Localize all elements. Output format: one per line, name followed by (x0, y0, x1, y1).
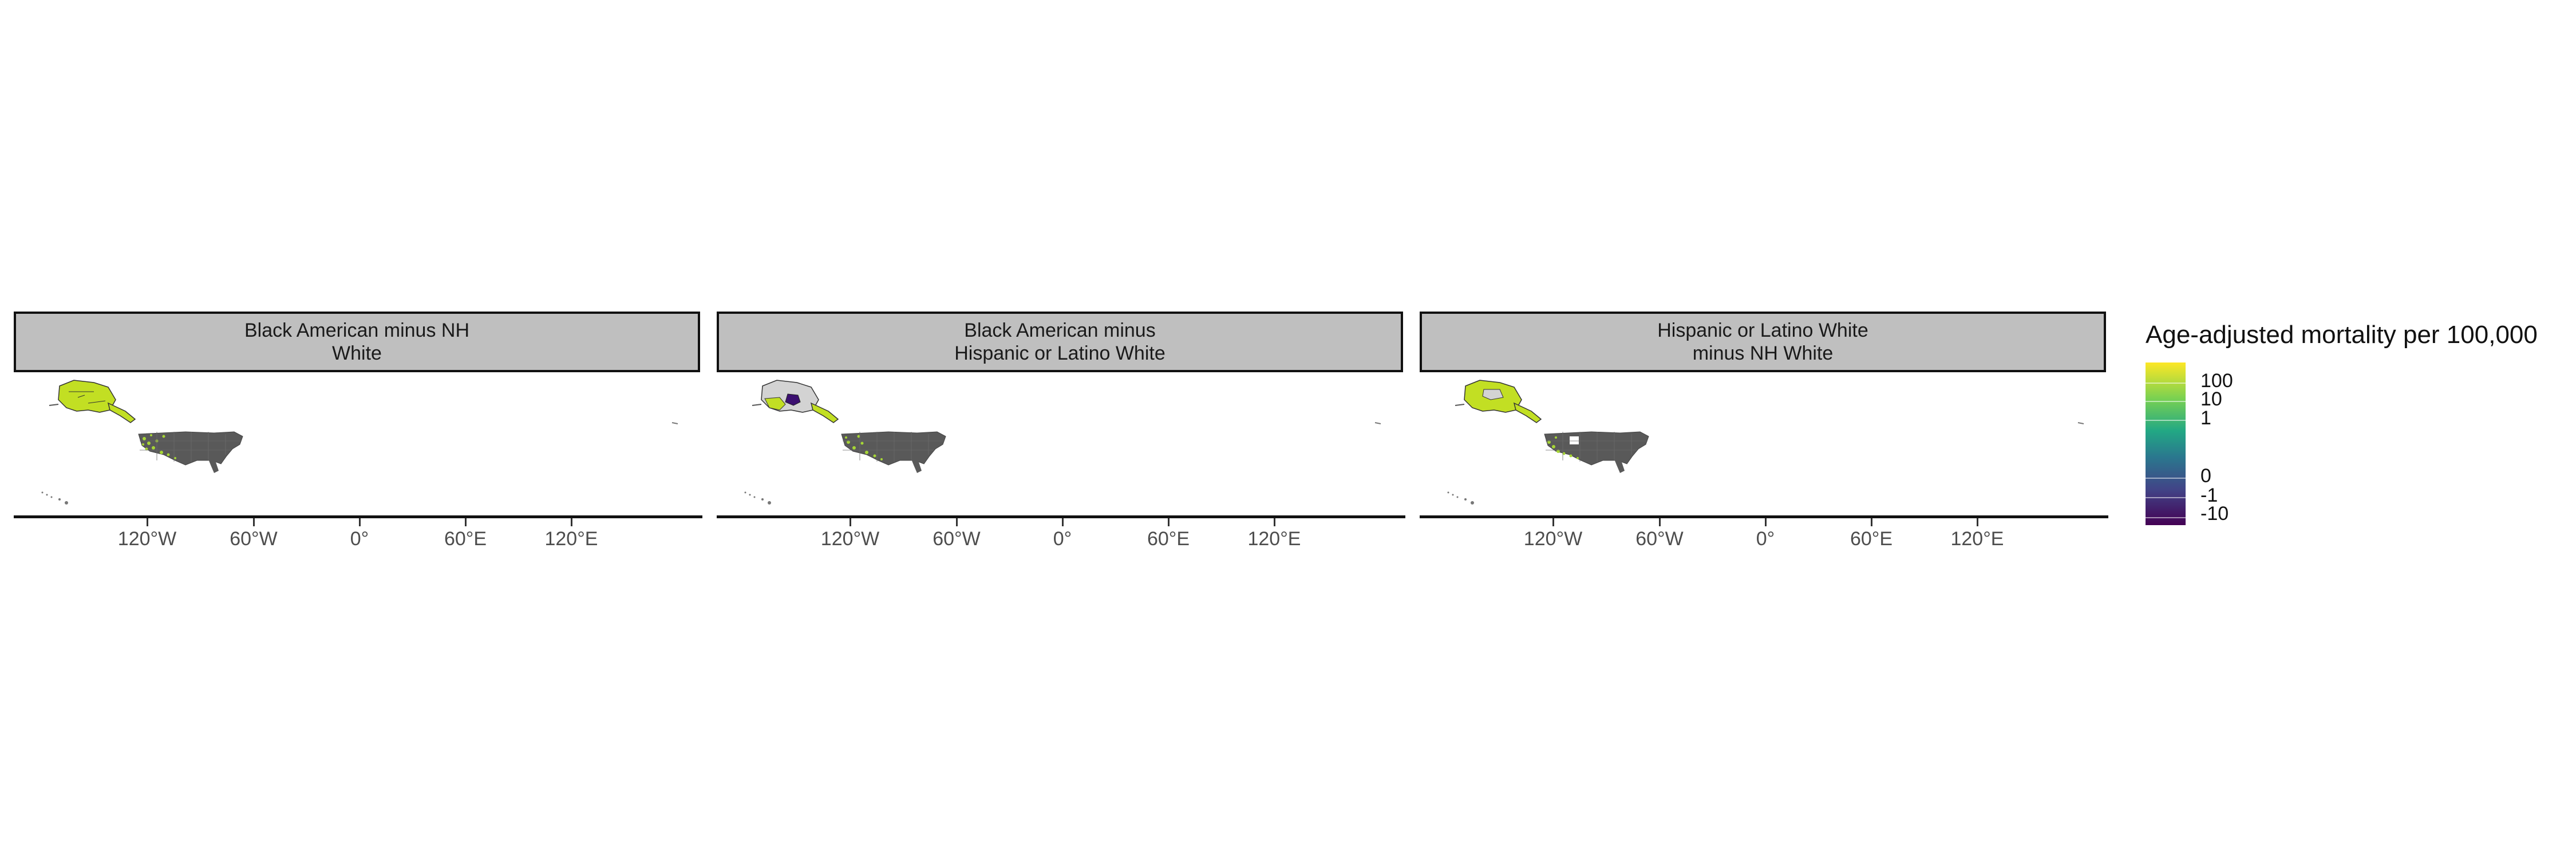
positive-counties (142, 434, 176, 459)
contiguous-us-region (1544, 431, 1649, 473)
facet-title-line2: minus NH White (1692, 342, 1834, 364)
hawaii-region (744, 491, 771, 505)
legend-tick (2146, 517, 2186, 518)
florida-shape (911, 459, 922, 473)
contiguous-us-shape (138, 431, 243, 466)
alaska-region (752, 380, 839, 423)
county-grid (1546, 432, 1647, 462)
x-tick (1871, 518, 1872, 526)
alaska-region (49, 380, 136, 423)
x-tick-label: 120°W (117, 528, 177, 550)
map-plot-3 (1447, 380, 2084, 505)
x-tick-label: 0° (1756, 528, 1775, 550)
hawaii-region (41, 491, 68, 505)
facet-title-line2: White (332, 342, 382, 364)
east-edge-islands (671, 422, 678, 424)
x-tick (1168, 518, 1170, 526)
x-tick (850, 518, 851, 526)
legend-colorbar (2146, 362, 2186, 525)
alaska-positive-area (764, 397, 786, 411)
facet-title-line1: Black American minus (964, 320, 1156, 341)
x-tick (1062, 518, 1064, 526)
x-axis-line (717, 515, 1405, 518)
legend-label: -10 (2200, 503, 2229, 525)
legend-tick (2146, 420, 2186, 421)
x-axis-line (1420, 515, 2108, 518)
facet-title-line1: Black American minus NH (244, 320, 469, 341)
alaska-panhandle (107, 402, 136, 423)
x-tick-label: 60°W (1635, 528, 1684, 550)
x-tick-label: 60°W (230, 528, 278, 550)
facet-panel-1: Black American minus NH White (14, 312, 702, 550)
x-tick-label: 120°W (820, 528, 880, 550)
map-plot-2 (744, 380, 1381, 505)
legend-label: -1 (2200, 484, 2218, 506)
alaska-shape (58, 380, 116, 413)
facet-strip-1: Black American minus NH White (14, 312, 700, 372)
x-tick-label: 60°E (1147, 528, 1190, 550)
aleutian-islands (1455, 404, 1465, 406)
x-tick-label: 60°W (933, 528, 981, 550)
x-tick-label: 120°E (544, 528, 598, 550)
legend-label: 1 (2200, 407, 2211, 429)
facet-title-line1: Hispanic or Latino White (1657, 320, 1868, 341)
alaska-no-data-area (1482, 389, 1504, 400)
alaska-region (1455, 380, 1542, 423)
x-tick (1765, 518, 1767, 526)
legend-tick (2146, 478, 2186, 479)
x-axis-line (14, 515, 702, 518)
x-tick-label: 60°E (444, 528, 487, 550)
legend-tick (2146, 401, 2186, 402)
contiguous-us-region (841, 431, 946, 473)
east-edge-islands (1374, 422, 1381, 424)
contiguous-us-region (138, 431, 243, 473)
alaska-panhandle (810, 402, 839, 423)
positive-counties (1547, 436, 1579, 459)
facet-strip-3: Hispanic or Latino White minus NH White (1420, 312, 2106, 372)
x-tick (1977, 518, 1978, 526)
facet-panel-2: Black American minus Hispanic or Latino … (717, 312, 1405, 550)
x-tick-label: 0° (1053, 528, 1072, 550)
x-tick-label: 120°W (1523, 528, 1583, 550)
florida-shape (208, 459, 219, 473)
aleutian-islands (752, 404, 762, 406)
legend-label: 10 (2200, 388, 2222, 410)
east-edge-islands (2077, 422, 2084, 424)
florida-shape (1614, 459, 1625, 473)
positive-counties (845, 435, 883, 460)
x-tick-label: 60°E (1850, 528, 1893, 550)
alaska-negative-area (785, 393, 801, 406)
hawaii-region (1447, 491, 1474, 505)
map-plot-1 (41, 380, 678, 505)
x-tick (253, 518, 255, 526)
facet-title-line2: Hispanic or Latino White (954, 342, 1165, 364)
x-tick-label: 120°E (1950, 528, 2004, 550)
legend-label: 100 (2200, 370, 2233, 392)
x-tick (147, 518, 148, 526)
facet-panel-3: Hispanic or Latino White minus NH White (1420, 312, 2108, 550)
no-data-block (1570, 436, 1579, 444)
county-grid (140, 432, 242, 462)
x-tick (1552, 518, 1554, 526)
legend-tick (2146, 497, 2186, 498)
legend-title: Age-adjusted mortality per 100,000 (2146, 321, 2538, 349)
alaska-panhandle (1513, 402, 1542, 423)
aleutian-islands (49, 404, 59, 406)
x-tick (359, 518, 361, 526)
county-grid (843, 432, 945, 462)
x-tick (465, 518, 467, 526)
x-tick (1659, 518, 1661, 526)
color-legend: Age-adjusted mortality per 100,000 100 1… (2146, 321, 2569, 573)
x-tick (1274, 518, 1275, 526)
contiguous-us-shape (1544, 431, 1649, 466)
facet-strip-2: Black American minus Hispanic or Latino … (717, 312, 1403, 372)
contiguous-us-shape (841, 431, 946, 466)
x-tick-label: 0° (350, 528, 369, 550)
legend-label: 0 (2200, 465, 2211, 487)
legend-tick (2146, 383, 2186, 384)
x-tick (956, 518, 958, 526)
x-tick-label: 120°E (1247, 528, 1301, 550)
x-tick (571, 518, 572, 526)
